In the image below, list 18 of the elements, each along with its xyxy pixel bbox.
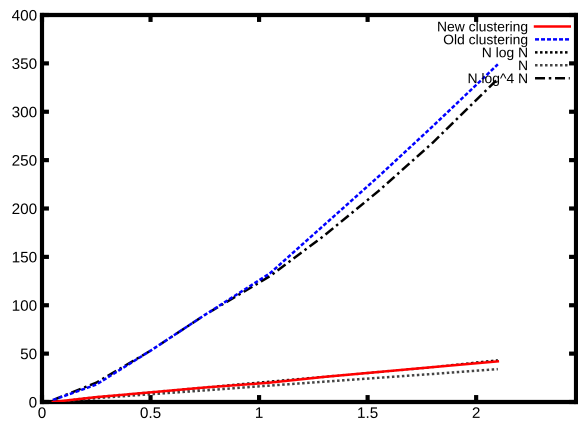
legend-label: New clustering [438, 21, 528, 34]
y-tick-label: 250 [12, 154, 37, 166]
y-tick-label: 300 [12, 106, 37, 118]
y-tick-label: 0 [29, 396, 37, 408]
legend-label: Old clustering [444, 34, 528, 48]
x-tick-label: 0 [38, 407, 46, 418]
y-tick-label: 150 [12, 252, 37, 263]
legend-label: N log N [482, 47, 527, 60]
x-tick-label: 1.5 [358, 407, 378, 418]
y-tick-label: 200 [12, 203, 37, 214]
x-tick-label: 1 [256, 407, 263, 418]
x-tick-label: 0.5 [140, 407, 161, 418]
y-tick-label: 50 [20, 348, 37, 360]
x-tick-label: 2 [472, 407, 480, 418]
y-tick-label: 400 [12, 10, 37, 21]
y-tick-label: 350 [12, 58, 37, 70]
legend-label: N [519, 60, 527, 70]
y-tick-label: 100 [12, 300, 37, 311]
